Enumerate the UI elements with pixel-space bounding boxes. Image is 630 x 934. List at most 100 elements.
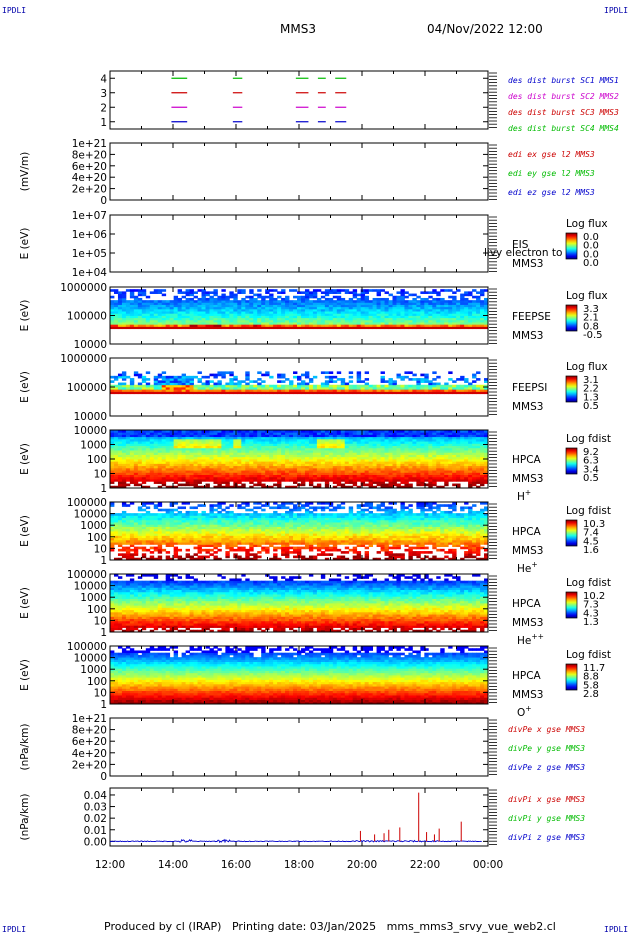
heatmap-cell — [225, 441, 230, 444]
heatmap-cell — [285, 387, 290, 390]
heatmap-cell — [125, 289, 131, 292]
heatmap-cell — [113, 375, 119, 379]
heatmap-cell — [328, 322, 334, 325]
heatmap-cell — [312, 324, 318, 327]
heatmap-cell — [269, 391, 274, 395]
heatmap-cell — [129, 322, 135, 325]
heatmap-cell — [141, 461, 147, 464]
heatmap-cell — [221, 481, 226, 484]
heatmap-cell — [312, 289, 318, 292]
heatmap-cell — [320, 306, 326, 310]
heatmap-cell — [436, 326, 441, 330]
heatmap-cell — [197, 441, 202, 444]
heatmap-cell — [416, 295, 421, 299]
heatmap-cell — [336, 291, 342, 294]
heatmap-cell — [344, 300, 350, 303]
heatmap-cell — [384, 291, 389, 294]
heatmap-cell — [356, 311, 362, 314]
heatmap-cell — [289, 470, 294, 473]
heatmap-cell — [209, 454, 214, 458]
heatmap-cell — [145, 306, 151, 310]
heatmap-cell — [328, 384, 334, 388]
heatmap-cell — [217, 465, 222, 469]
heatmap-cell — [412, 384, 417, 388]
heatmap-cell — [213, 470, 218, 473]
heatmap-cell — [312, 317, 318, 321]
heatmap-cell — [241, 291, 246, 294]
heatmap-cell — [237, 476, 242, 480]
heatmap-cell — [424, 315, 429, 319]
heatmap-cell — [169, 467, 175, 471]
heatmap-cell — [169, 452, 175, 455]
heatmap-cell — [261, 295, 266, 299]
heatmap-cell — [165, 452, 171, 455]
heatmap-cell — [289, 467, 294, 471]
heatmap-cell — [137, 467, 143, 471]
heatmap-cell — [221, 384, 226, 388]
heatmap-cell — [113, 485, 119, 489]
heatmap-cell — [304, 302, 310, 305]
heatmap-cell — [181, 472, 186, 476]
heatmap-cell — [121, 317, 127, 321]
heatmap-cell — [233, 438, 238, 442]
heatmap-cell — [177, 463, 183, 467]
heatmap-cell — [233, 450, 238, 453]
heatmap-cell — [221, 434, 226, 438]
heatmap-cell — [273, 297, 278, 301]
heatmap-cell — [456, 324, 461, 327]
heatmap-cell — [265, 289, 270, 292]
heatmap-cell — [257, 474, 262, 478]
heatmap-cell — [464, 293, 469, 297]
heatmap-cell — [113, 391, 119, 395]
heatmap-cell — [269, 459, 274, 462]
heatmap-cell — [336, 387, 342, 390]
heatmap-cell — [396, 389, 401, 392]
heatmap-cell — [257, 461, 262, 464]
heatmap-cell — [197, 302, 202, 305]
heatmap-cell — [121, 438, 127, 442]
heatmap-cell — [297, 434, 302, 438]
heatmap-cell — [324, 291, 330, 294]
heatmap-cell — [113, 311, 119, 314]
heatmap-cell — [484, 315, 489, 319]
heatmap-cell — [181, 474, 186, 478]
heatmap-cell — [476, 378, 481, 381]
heatmap-cell — [257, 450, 262, 453]
heatmap-cell — [213, 382, 218, 386]
heatmap-cell — [285, 459, 290, 462]
heatmap-cell — [217, 438, 222, 442]
heatmap-cell — [308, 476, 314, 480]
heatmap-cell — [149, 389, 155, 392]
heatmap-cell — [129, 465, 135, 469]
heatmap-cell — [173, 300, 179, 303]
heatmap-cell — [312, 302, 318, 305]
heatmap-cell — [372, 315, 377, 319]
heatmap-cell — [380, 304, 385, 308]
heatmap-cell — [205, 313, 210, 316]
heatmap-cell — [209, 315, 214, 319]
heatmap-cell — [161, 387, 167, 390]
heatmap-cell — [241, 470, 246, 473]
heatmap-cell — [265, 295, 270, 299]
heatmap-cell — [217, 311, 222, 314]
heatmap-cell — [201, 461, 206, 464]
heatmap-cell — [121, 371, 127, 375]
heatmap-cell — [253, 441, 258, 444]
heatmap-cell — [225, 315, 230, 319]
heatmap-cell — [364, 300, 370, 303]
heatmap-cell — [269, 311, 274, 314]
heatmap-cell — [484, 387, 489, 390]
heatmap-cell — [253, 450, 258, 453]
heatmap-cell — [432, 289, 437, 292]
heatmap-cell — [416, 380, 421, 383]
heatmap-cell — [300, 456, 306, 460]
heatmap-cell — [289, 474, 294, 478]
heatmap-cell — [201, 472, 206, 476]
y-tick-label: 3 — [100, 88, 107, 100]
heatmap-cell — [145, 456, 151, 460]
heatmap-cell — [237, 300, 242, 303]
heatmap-cell — [241, 450, 246, 453]
heatmap-cell — [396, 300, 401, 303]
heatmap-cell — [472, 319, 477, 323]
heatmap-cell — [233, 470, 238, 473]
